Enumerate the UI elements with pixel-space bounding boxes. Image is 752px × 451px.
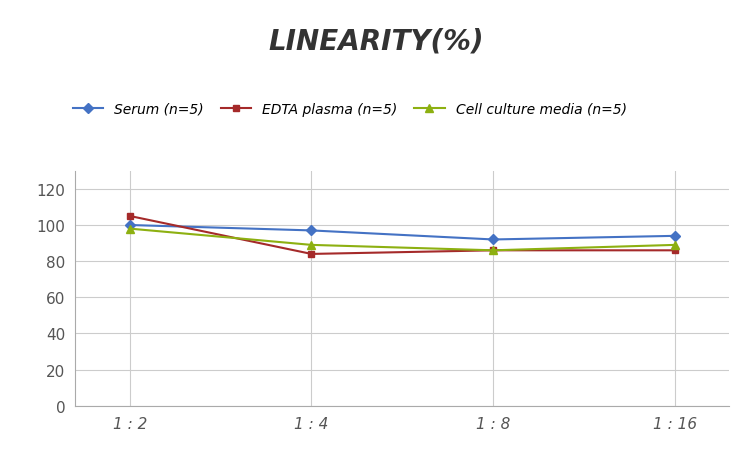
Cell culture media (n=5) — [307, 243, 316, 248]
Serum (n=5) — [489, 237, 498, 243]
Text: LINEARITY(%): LINEARITY(%) — [268, 27, 484, 55]
Cell culture media (n=5) — [489, 248, 498, 253]
EDTA plasma (n=5) — [307, 252, 316, 257]
EDTA plasma (n=5) — [489, 248, 498, 253]
Cell culture media (n=5) — [125, 226, 134, 232]
EDTA plasma (n=5) — [125, 214, 134, 219]
Line: Cell culture media (n=5): Cell culture media (n=5) — [126, 225, 679, 255]
Serum (n=5) — [125, 223, 134, 228]
Serum (n=5) — [307, 228, 316, 234]
Line: Serum (n=5): Serum (n=5) — [126, 222, 678, 244]
Line: EDTA plasma (n=5): EDTA plasma (n=5) — [126, 213, 678, 258]
Serum (n=5) — [671, 234, 680, 239]
Cell culture media (n=5) — [671, 243, 680, 248]
Legend: Serum (n=5), EDTA plasma (n=5), Cell culture media (n=5): Serum (n=5), EDTA plasma (n=5), Cell cul… — [67, 97, 632, 122]
EDTA plasma (n=5) — [671, 248, 680, 253]
